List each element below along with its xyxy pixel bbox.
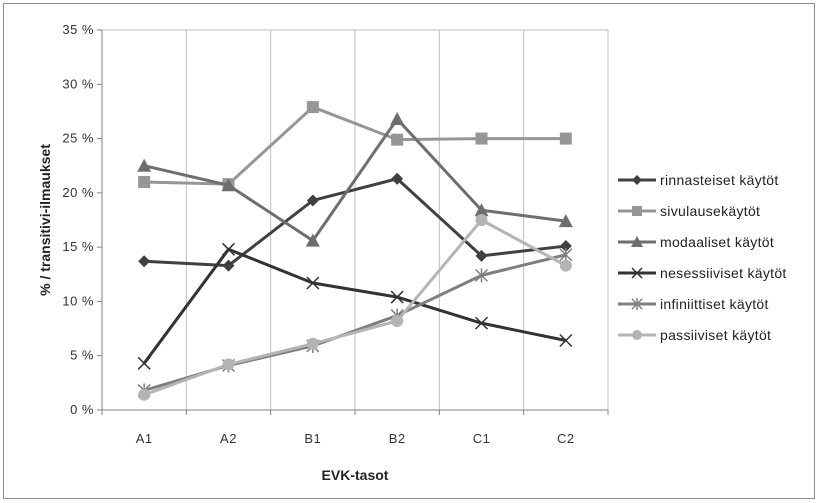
y-tick-label: 20 % xyxy=(62,185,94,200)
legend-entry: nesessiiviset käytöt xyxy=(618,265,787,281)
x-tick-label: B2 xyxy=(389,431,406,446)
legend-entry: rinnasteiset käytöt xyxy=(618,172,779,188)
y-tick-labels: 0 % 5 % 10 % 15 % 20 % 25 % 30 % 35 % xyxy=(62,22,94,417)
data-point xyxy=(476,214,488,226)
y-tick-label: 10 % xyxy=(62,293,94,308)
legend-label: nesessiiviset käytöt xyxy=(660,265,787,281)
x-tick-label: B1 xyxy=(304,431,321,446)
legend-label: rinnasteiset käytöt xyxy=(660,172,779,188)
legend-label: modaaliset käytöt xyxy=(660,234,774,250)
legend-marker xyxy=(632,175,642,185)
legend-entry: infiniittiset käytöt xyxy=(618,296,769,312)
legend-label: infiniittiset käytöt xyxy=(660,296,769,312)
legend-label: passiiviset käytöt xyxy=(660,327,771,343)
x-axis-label: EVK-tasot xyxy=(322,467,389,483)
data-point xyxy=(391,315,403,327)
legend: rinnasteiset käytöt sivulausekäytöt modaal… xyxy=(618,172,787,343)
data-point xyxy=(391,134,403,146)
data-point xyxy=(476,133,488,145)
legend-entry: sivulausekäytöt xyxy=(618,203,760,219)
y-tick-label: 35 % xyxy=(62,22,94,37)
x-tick-label: A2 xyxy=(220,431,237,446)
x-tick-label: C1 xyxy=(473,431,491,446)
legend-label: sivulausekäytöt xyxy=(660,203,760,219)
data-point xyxy=(138,255,150,267)
data-point xyxy=(138,357,150,369)
data-point xyxy=(307,101,319,113)
legend-marker xyxy=(632,206,642,216)
y-tick-label: 25 % xyxy=(62,131,94,146)
axes xyxy=(97,30,608,415)
y-tick-label: 30 % xyxy=(62,76,94,91)
y-tick-label: 15 % xyxy=(62,239,94,254)
data-point xyxy=(137,159,151,172)
legend-entry: modaaliset käytöt xyxy=(618,234,774,250)
y-axis-label: % / transitivi-ilmaukset xyxy=(37,144,53,296)
x-tick-label: A1 xyxy=(136,431,153,446)
data-point xyxy=(390,112,404,125)
x-tick-label: C2 xyxy=(557,431,575,446)
data-point xyxy=(307,338,319,350)
data-point xyxy=(560,260,572,272)
data-point xyxy=(223,358,235,370)
data-point xyxy=(560,133,572,145)
legend-entry: passiiviset käytöt xyxy=(618,327,771,343)
y-tick-label: 5 % xyxy=(70,348,94,363)
y-tick-label: 0 % xyxy=(70,402,94,417)
gridlines xyxy=(102,30,608,410)
data-point xyxy=(138,389,150,401)
x-tick-labels: A1 A2 B1 B2 C1 C2 xyxy=(136,431,575,446)
data-point xyxy=(223,243,235,255)
legend-marker xyxy=(632,330,642,340)
data-point xyxy=(138,176,150,188)
